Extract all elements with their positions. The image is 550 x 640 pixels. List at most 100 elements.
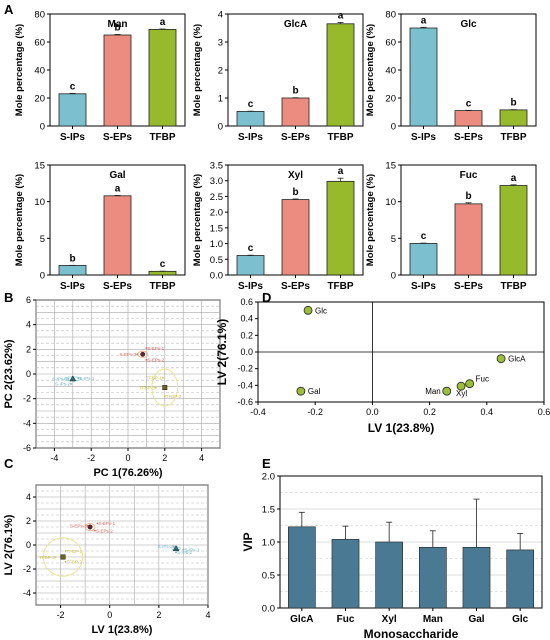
x-tick-label: 4 xyxy=(199,453,204,463)
y-tick-label: 40 xyxy=(385,66,396,77)
sample-point xyxy=(64,560,67,563)
bar-s-eps xyxy=(454,203,483,276)
significance-letter: a xyxy=(511,173,517,184)
bar-s-ips xyxy=(236,111,265,127)
y-tick-label: 4 xyxy=(218,10,223,21)
loading-point-glc xyxy=(303,305,313,315)
x-tick-label: 0.0 xyxy=(366,407,379,417)
y-axis-label: Mole percentage (%) xyxy=(192,174,203,266)
y-axis-label: Mole percentage (%) xyxy=(365,174,376,266)
sample-label: S-EPs-3 xyxy=(119,352,136,357)
loading-point-man xyxy=(442,386,452,396)
x-tick-label: 0.6 xyxy=(538,407,550,417)
sample-label: S-IPs-3 xyxy=(158,544,174,549)
bar-s-ips xyxy=(236,255,265,276)
significance-letter: a xyxy=(115,183,121,194)
sample-point xyxy=(86,524,89,527)
y-tick-label: 0.0 xyxy=(210,271,223,282)
y-tick-label: 80 xyxy=(385,10,396,21)
sample-label: S-EPs-1 xyxy=(147,346,164,351)
y-tick-label: 5 xyxy=(391,234,396,245)
y-tick-label: -4 xyxy=(23,418,31,428)
bar-tfbp xyxy=(326,180,355,276)
x-tick-label: 0.2 xyxy=(423,407,436,417)
vip-bar-xyl xyxy=(375,541,404,609)
category-label: S-EPs xyxy=(454,281,483,292)
loading-point-fuc xyxy=(465,379,475,389)
category-label: GlcA xyxy=(290,614,313,625)
y-tick-label: 3.0 xyxy=(210,176,223,187)
y-tick-label: -0.6 xyxy=(237,397,253,407)
y-axis-label: Mole percentage (%) xyxy=(14,24,25,116)
bar-s-ips xyxy=(58,93,87,127)
category-label: TFBP xyxy=(327,281,353,292)
y-tick-label: 0 xyxy=(391,122,396,133)
confidence-ellipse xyxy=(42,537,84,577)
x-tick-label: 2 xyxy=(156,610,161,620)
y-axis-label: Mole percentage (%) xyxy=(192,24,203,116)
vip-bar-glca xyxy=(287,526,316,609)
y-tick-label: 60 xyxy=(34,38,45,49)
y-tick-label: 4 xyxy=(26,492,31,502)
chart-title: GlcA xyxy=(284,19,307,30)
x-tick-label: 2 xyxy=(162,453,167,463)
y-tick-label: 2.0 xyxy=(262,472,275,483)
sample-point xyxy=(64,550,67,552)
category-label: Man xyxy=(423,614,443,625)
significance-letter: b xyxy=(292,187,298,198)
loading-label: GlcA xyxy=(508,355,526,364)
y-axis-label: LV 2(76.1%) xyxy=(3,514,15,575)
category-label: Glc xyxy=(512,614,529,625)
bar-s-ips xyxy=(409,243,438,276)
x-tick-label: -4 xyxy=(50,453,58,463)
chart-glca: GlcA 0 1 2 3 4 Mole percentage (%) c S-IPs b S-EPs… xyxy=(192,10,364,143)
y-tick-label: 80 xyxy=(34,10,45,21)
bar-tfbp xyxy=(499,185,528,276)
sample-label: S-IPs-1 xyxy=(184,548,200,553)
category-label: Xyl xyxy=(382,614,397,625)
sample-point xyxy=(145,347,148,349)
y-tick-label: 2.0 xyxy=(210,208,223,219)
group-centroid xyxy=(162,385,168,391)
chart-scores-b: -4 -2 0 2 4 -6 -4 -2 0 2 4 6 PC 1(76.26%) PC 2(23.62%… xyxy=(3,295,221,479)
panel-label-a: A xyxy=(4,2,14,17)
sample-label: S-EPs-2 xyxy=(96,528,113,533)
sample-label: TFBP-2 xyxy=(166,394,182,399)
y-tick-label: 0.6 xyxy=(240,297,253,307)
sample-point xyxy=(154,386,157,389)
y-tick-label: -6 xyxy=(23,443,31,453)
y-tick-label: 0.5 xyxy=(210,255,223,266)
y-tick-label: 0 xyxy=(26,369,31,379)
chart-loadings: -0.4 -0.2 0.0 0.2 0.4 0.6-0.6-0.4-0.20.00.20.… xyxy=(215,297,550,435)
vip-bar-fuc xyxy=(331,539,360,609)
sample-point xyxy=(163,395,166,398)
category-label: TFBP xyxy=(149,132,175,143)
group-centroid xyxy=(60,554,66,560)
y-tick-label: 1.5 xyxy=(262,505,275,516)
x-tick-label: -0.4 xyxy=(250,407,266,417)
y-tick-label: 0.5 xyxy=(262,571,275,582)
y-tick-label: 1.5 xyxy=(210,223,223,234)
x-tick-label: 4 xyxy=(205,610,210,620)
bar-tfbp xyxy=(148,270,177,276)
category-label: S-IPs xyxy=(60,132,85,143)
x-tick-label: 0.4 xyxy=(481,407,494,417)
vip-bar-glc xyxy=(506,549,535,609)
vip-bar-gal xyxy=(462,546,491,609)
y-tick-label: 10 xyxy=(34,197,45,208)
y-tick-label: 0 xyxy=(218,122,223,133)
x-axis-label: Monosaccharide xyxy=(364,627,459,640)
sample-point xyxy=(67,378,70,380)
y-tick-label: 4 xyxy=(26,320,31,330)
significance-letter: c xyxy=(248,243,254,254)
category-label: S-IPs xyxy=(238,281,263,292)
y-tick-label: 10 xyxy=(385,197,396,208)
confidence-ellipse xyxy=(151,368,179,407)
chart-xyl: Xyl 0.0 0.5 1.0 1.5 2.0 2.5 3.0 3.5 Mole percenta… xyxy=(192,161,364,292)
y-tick-label: -2 xyxy=(23,394,31,404)
bar-s-eps xyxy=(103,195,132,276)
loading-point-glca xyxy=(496,354,506,364)
sample-point xyxy=(77,377,80,380)
category-label: S-EPs xyxy=(281,281,310,292)
sample-label: S-IPs-2 xyxy=(177,550,193,555)
